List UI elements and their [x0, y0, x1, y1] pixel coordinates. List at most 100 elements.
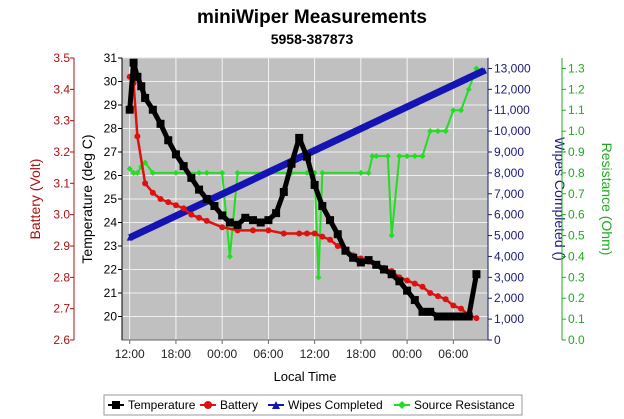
battery-tick-label: 2.9: [53, 239, 70, 253]
data-point: [219, 169, 226, 176]
series-layer: [125, 58, 488, 322]
data-point: [398, 401, 406, 409]
data-point: [372, 260, 381, 269]
resistance-tick-label: 0.7: [568, 187, 585, 201]
temperature-tick-label: 20: [104, 310, 118, 324]
data-point: [287, 159, 296, 168]
wipes-tick-label: 7,000: [494, 187, 524, 201]
legend: Temperature Battery Wipes Completed Source …: [103, 394, 523, 416]
data-point: [426, 307, 435, 316]
temperature-tick-label: 31: [104, 51, 118, 65]
battery-tick-label: 3.5: [53, 51, 70, 65]
wipes-tick-label: 12,000: [494, 82, 531, 96]
x-tick-label: 12:00: [300, 347, 330, 361]
data-point: [171, 150, 180, 159]
data-point: [248, 216, 257, 225]
x-tick-label: 00:00: [392, 347, 422, 361]
data-point: [157, 196, 164, 202]
battery-tick-label: 2.7: [53, 302, 70, 316]
data-point: [210, 202, 219, 211]
data-point: [333, 230, 342, 239]
data-point: [202, 195, 211, 203]
wipes-axis-title: Wipes Completed (): [552, 137, 568, 261]
data-point: [365, 169, 372, 176]
data-point: [310, 180, 319, 189]
resistance-tick-label: 1.2: [568, 82, 585, 96]
resistance-tick-label: 0.9: [568, 145, 585, 159]
battery-tick-label: 3.2: [53, 145, 70, 159]
data-point: [481, 67, 488, 74]
battery-tick-label: 3.3: [53, 114, 70, 128]
data-point: [218, 211, 227, 220]
legend-item: Temperature: [108, 398, 196, 412]
data-point: [226, 253, 233, 260]
battery-axis-title: Battery (Volt): [27, 159, 43, 240]
data-point: [442, 296, 449, 303]
wipes-tick-label: 4,000: [494, 249, 524, 263]
data-point: [442, 128, 449, 135]
battery-tick-label: 2.8: [53, 270, 70, 284]
data-point: [256, 218, 265, 227]
data-point: [403, 286, 412, 295]
data-point: [130, 169, 137, 176]
data-point: [137, 82, 146, 91]
x-tick-label: 18:00: [346, 347, 376, 361]
x-tick-label: 06:00: [438, 347, 468, 361]
battery-tick-label: 3.1: [53, 176, 70, 190]
wipes-tick-label: 5,000: [494, 229, 524, 243]
temperature-tick-label: 30: [104, 75, 118, 89]
data-point: [195, 185, 204, 194]
data-point: [419, 283, 426, 290]
data-point: [129, 58, 138, 67]
data-point: [142, 159, 149, 166]
data-point: [249, 227, 256, 234]
data-point: [172, 202, 179, 209]
resistance-tick-label: 0.8: [568, 166, 585, 180]
data-point: [179, 162, 188, 171]
resistance-tick-label: 1.3: [568, 61, 585, 75]
data-point: [427, 290, 434, 296]
wipes-tick-label: 8,000: [494, 166, 524, 180]
legend-box: [103, 394, 523, 416]
temperature-tick-label: 23: [104, 239, 118, 253]
data-point: [434, 293, 441, 300]
data-point: [296, 230, 303, 237]
data-point: [203, 169, 210, 176]
data-point: [126, 234, 133, 241]
resistance-tick-label: 0.2: [568, 291, 585, 305]
data-point: [148, 105, 157, 114]
legend-item: Wipes Completed: [268, 398, 383, 412]
data-point: [187, 173, 196, 182]
data-point: [133, 72, 142, 81]
data-point: [125, 105, 134, 114]
data-point: [427, 128, 434, 135]
data-point: [204, 401, 212, 409]
data-point: [225, 218, 234, 227]
data-point: [464, 312, 473, 321]
data-point: [465, 86, 472, 93]
data-point: [180, 205, 187, 212]
data-point: [396, 153, 403, 160]
data-point: [364, 256, 373, 265]
x-axis: 12:00 18:00 00:00 06:00 12:00 18:00 00:00 06:00: [115, 339, 488, 361]
resistance-tick-label: 0.4: [568, 249, 585, 263]
temperature-tick-label: 28: [104, 122, 118, 136]
x-tick-label: 18:00: [161, 347, 191, 361]
data-point: [458, 107, 465, 114]
legend-label: Wipes Completed: [288, 398, 383, 412]
wipes-tick-label: 13,000: [494, 61, 531, 75]
data-point: [156, 119, 165, 128]
data-point: [233, 220, 242, 229]
data-point: [241, 213, 250, 222]
data-point: [450, 302, 457, 309]
data-point: [379, 265, 388, 274]
data-point: [369, 153, 376, 160]
data-point: [349, 253, 358, 262]
data-point: [196, 214, 203, 221]
data-point: [196, 169, 203, 176]
wipes-tick-label: 3,000: [494, 270, 524, 284]
data-point: [164, 136, 173, 145]
data-point: [219, 224, 226, 231]
legend-item: Source Resistance: [394, 398, 515, 412]
data-point: [418, 307, 427, 316]
